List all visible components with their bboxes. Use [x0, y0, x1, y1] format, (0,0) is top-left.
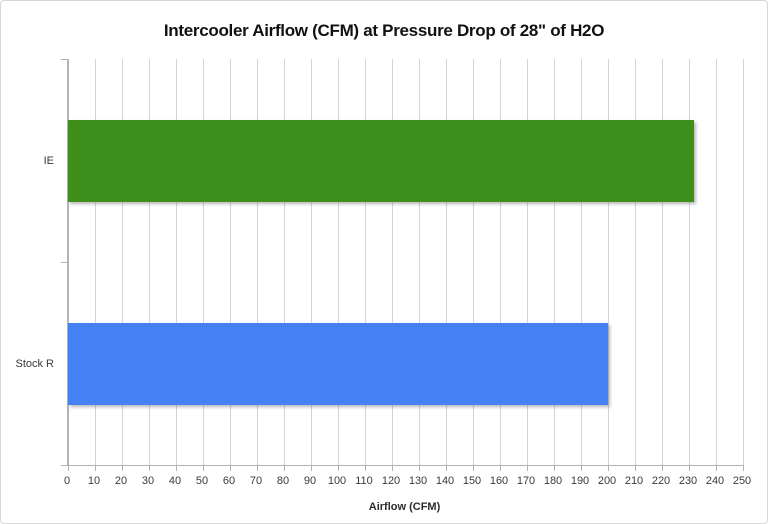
- x-axis-tick-label: 90: [303, 475, 317, 487]
- x-axis-tick-label: 190: [570, 475, 590, 487]
- x-axis-tick-mark: [500, 465, 501, 471]
- gridline: [662, 59, 663, 465]
- category-label-ie: IE: [43, 154, 54, 167]
- bar-stock-r: [68, 322, 608, 405]
- x-axis-tick-label: 80: [276, 475, 290, 487]
- gridline: [743, 59, 744, 465]
- x-axis-tick-label: 140: [435, 475, 455, 487]
- x-axis-tick-mark: [608, 465, 609, 471]
- x-axis-tick-label: 40: [168, 475, 182, 487]
- x-axis-tick-mark: [635, 465, 636, 471]
- gridline: [527, 59, 528, 465]
- gridline: [635, 59, 636, 465]
- x-axis-tick-label: 50: [195, 475, 209, 487]
- gridline: [257, 59, 258, 465]
- y-axis-tick-mark: [61, 59, 67, 60]
- gridline: [689, 59, 690, 465]
- x-axis-tick-label: 130: [408, 475, 428, 487]
- x-axis-tick-label: 20: [114, 475, 128, 487]
- x-axis-tick-mark: [338, 465, 339, 471]
- chart-title: Intercooler Airflow (CFM) at Pressure Dr…: [163, 21, 605, 40]
- y-axis-tick-mark: [61, 465, 67, 466]
- x-axis-tick-mark: [365, 465, 366, 471]
- gridline: [176, 59, 177, 465]
- x-axis-tick-mark: [122, 465, 123, 471]
- x-axis-tick-label: 110: [355, 475, 373, 487]
- x-axis-tick-label: 60: [222, 475, 236, 487]
- x-axis-tick-label: 230: [678, 475, 698, 487]
- gridline: [392, 59, 393, 465]
- x-axis-tick-label: 120: [381, 475, 401, 487]
- gridline: [95, 59, 96, 465]
- x-axis-tick-label: 180: [543, 475, 563, 487]
- x-axis-tick-mark: [473, 465, 474, 471]
- gridline: [68, 59, 69, 465]
- x-axis-tick-mark: [311, 465, 312, 471]
- x-axis-tick-labels: 0 10 20 30 40 50 60 70 80 90 100 110 120 130 140 150 160…: [63, 475, 751, 489]
- bar-ie: [68, 119, 695, 202]
- x-axis-tick-label: 0: [63, 475, 71, 487]
- x-axis-tick-mark: [716, 465, 717, 471]
- x-axis-tick-mark: [662, 465, 663, 471]
- category-axis-labels: IE Stock R: [1, 59, 54, 465]
- x-axis-tick-label: 240: [705, 475, 725, 487]
- x-axis-tick-mark: [149, 465, 150, 471]
- x-axis-tick-mark: [743, 465, 744, 471]
- gridline: [122, 59, 123, 465]
- x-axis-tick-mark: [581, 465, 582, 471]
- gridline: [149, 59, 150, 465]
- x-axis-tick-mark: [527, 465, 528, 471]
- x-axis-tick-mark: [68, 465, 69, 471]
- x-axis-tick-label: 210: [624, 475, 644, 487]
- x-axis-tick-label: 160: [489, 475, 509, 487]
- plot-area: [61, 59, 744, 471]
- x-axis-tick-label: 100: [327, 475, 347, 487]
- x-axis-tick-mark: [446, 465, 447, 471]
- x-axis-tick-mark: [203, 465, 204, 471]
- x-axis-tick-label: 250: [732, 475, 752, 487]
- gridline: [311, 59, 312, 465]
- gridline: [500, 59, 501, 465]
- gridline: [338, 59, 339, 465]
- x-axis-tick-mark: [95, 465, 96, 471]
- x-axis-tick-mark: [230, 465, 231, 471]
- x-axis-tick-label: 170: [516, 475, 536, 487]
- y-axis-tick-mark: [61, 262, 67, 263]
- x-axis-tick-mark: [392, 465, 393, 471]
- gridline: [230, 59, 231, 465]
- x-axis-tick-label: 150: [462, 475, 482, 487]
- x-axis-tick-mark: [419, 465, 420, 471]
- x-axis-tick-label: 10: [87, 475, 101, 487]
- x-axis-tick-mark: [689, 465, 690, 471]
- gridline: [473, 59, 474, 465]
- x-axis-tick-label: 200: [597, 475, 617, 487]
- x-axis-tick-mark: [554, 465, 555, 471]
- gridline: [716, 59, 717, 465]
- category-label-stock-r: Stock R: [15, 357, 54, 370]
- x-axis-tick-mark: [176, 465, 177, 471]
- gridline: [284, 59, 285, 465]
- x-axis-tick-label: 70: [249, 475, 263, 487]
- gridline: [581, 59, 582, 465]
- x-axis-tick-label: 30: [141, 475, 155, 487]
- gridline: [365, 59, 366, 465]
- gridline: [419, 59, 420, 465]
- gridline: [203, 59, 204, 465]
- gridline: [608, 59, 609, 465]
- gridline: [446, 59, 447, 465]
- x-axis-title: Airflow (CFM): [368, 501, 441, 513]
- x-axis-tick-label: 220: [651, 475, 671, 487]
- x-axis-tick-mark: [257, 465, 258, 471]
- gridline: [554, 59, 555, 465]
- x-axis-tick-mark: [284, 465, 285, 471]
